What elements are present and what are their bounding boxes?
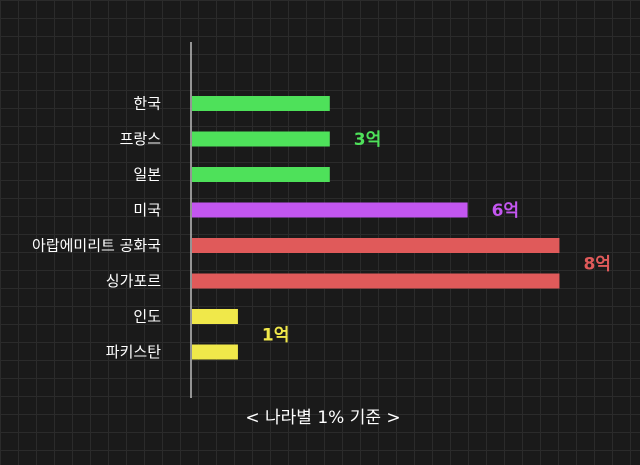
value-labels-group: 3억 6억 8억 1억 <box>262 130 611 345</box>
bar-6 <box>192 309 238 324</box>
value-label-2: 8억 <box>583 254 610 274</box>
category-label-3: 미국 <box>133 201 161 219</box>
chart-caption: < 나라별 1% 기준 > <box>245 408 400 428</box>
bar-7 <box>192 344 238 360</box>
value-label-0: 3억 <box>354 130 381 150</box>
bars-group <box>192 96 560 360</box>
bar-3 <box>192 202 468 218</box>
category-label-7: 파키스탄 <box>106 343 161 361</box>
bar-5 <box>192 273 560 289</box>
value-label-3: 1억 <box>262 325 289 345</box>
bar-1 <box>192 131 330 147</box>
bar-4 <box>192 238 560 253</box>
category-label-0: 한국 <box>133 95 161 113</box>
category-label-5: 싱가포르 <box>106 272 161 290</box>
category-label-6: 인도 <box>133 308 161 326</box>
value-label-1: 6억 <box>492 201 519 221</box>
category-label-1: 프랑스 <box>120 130 162 148</box>
category-label-4: 아랍에미리트 공화국 <box>32 237 161 255</box>
category-label-2: 일본 <box>133 166 161 184</box>
bar-0 <box>192 96 330 111</box>
bar-2 <box>192 167 330 182</box>
